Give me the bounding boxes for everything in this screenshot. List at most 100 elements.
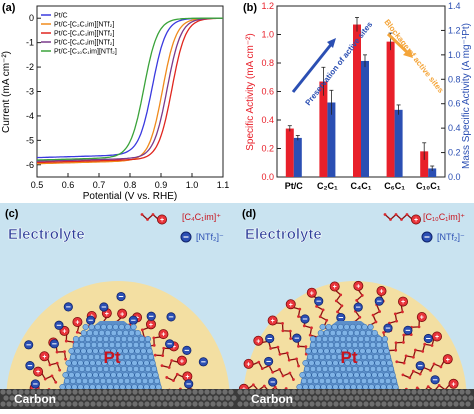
- carbon-atom: [312, 395, 318, 401]
- carbon-atom: [135, 395, 141, 401]
- pt-atom: [101, 383, 108, 391]
- pt-atom: [331, 323, 338, 331]
- pt-atom: [90, 335, 97, 343]
- pt-atom: [116, 371, 123, 379]
- carbon-atom: [330, 395, 336, 401]
- arrow-head-preservation: [327, 38, 336, 48]
- pt-atom: [78, 365, 86, 373]
- carbon-atom: [285, 401, 291, 407]
- carbon-atom: [162, 389, 168, 395]
- pt-atom: [69, 353, 77, 361]
- pt-atom: [106, 323, 113, 331]
- legend-anion-label-c: [NTf₂]⁻: [196, 232, 224, 242]
- bar: [327, 102, 336, 177]
- carbon-atom: [432, 395, 438, 401]
- y-tick-label-right-b: 0.4: [448, 123, 461, 133]
- chain-atom: [161, 354, 165, 357]
- pt-atom: [299, 371, 306, 379]
- carbon-atom: [222, 389, 228, 395]
- chain-atom: [423, 342, 427, 346]
- pt-atom: [318, 377, 326, 385]
- chain-atom: [262, 384, 266, 388]
- carbon-atom: [417, 389, 423, 395]
- pt-atom: [371, 371, 378, 379]
- chain-atom: [64, 357, 67, 361]
- pt-atom: [141, 353, 149, 361]
- pt-atom: [74, 347, 81, 355]
- chain-atom: [297, 344, 300, 348]
- chart-b-annotations: Preservation of active sites Blockage of …: [291, 18, 446, 107]
- carbon-atom: [30, 389, 36, 395]
- schematic-d: + + + + + + + + + + + + + + (d) Electrolyte Pt Carbon…: [237, 203, 474, 409]
- carbon-atom: [429, 401, 435, 407]
- pt-atom: [383, 371, 390, 379]
- pt-atom: [315, 341, 323, 349]
- pt-atom: [147, 353, 155, 361]
- pt-atom: [359, 329, 366, 337]
- ntf2-anion: [198, 357, 208, 367]
- pt-atom: [308, 359, 315, 367]
- pt-atom: [129, 353, 137, 361]
- pt-atom: [311, 371, 318, 379]
- y-tick-label-right-b: 1.2: [448, 25, 461, 35]
- pt-atom: [384, 377, 392, 385]
- pt-atom: [371, 347, 378, 355]
- pt-atom: [87, 353, 95, 361]
- legend-c: + [C₄C₁im]⁺ [NTf₂]⁻: [140, 212, 224, 243]
- alkyl-chain: [40, 372, 57, 383]
- carbon-atom: [285, 389, 291, 395]
- carbon-atom: [390, 395, 396, 401]
- pt-atom: [341, 371, 348, 379]
- panel-c: ++++++++++++++++ (c) Electrolyte Pt Carb…: [0, 203, 237, 409]
- carbon-atom: [90, 401, 96, 407]
- alkyl-chain: [155, 347, 172, 357]
- chain-atom: [140, 328, 144, 332]
- pt-atom: [75, 353, 83, 361]
- chain-atom: [355, 298, 359, 302]
- pt-atom: [305, 347, 312, 355]
- plus-icon: +: [446, 357, 450, 364]
- pt-atom: [360, 353, 368, 361]
- ionic-liquid-cation: +: [165, 371, 193, 383]
- pt-atom: [69, 377, 77, 385]
- legend-label-a: Pt/C: [54, 13, 68, 20]
- pt-atom: [349, 323, 356, 331]
- pt-atom: [132, 341, 140, 349]
- chain-atom: [393, 312, 397, 316]
- carbon-atom: [6, 401, 12, 407]
- carbon-atom: [219, 395, 225, 401]
- ntf2-anion: [184, 379, 194, 389]
- carbon-atom: [387, 389, 393, 395]
- electrolyte-label-c: Electrolyte: [8, 226, 85, 243]
- chain-atom: [152, 343, 156, 347]
- pt-atom: [143, 383, 150, 391]
- carbon-atom: [435, 401, 441, 407]
- pt-atom: [353, 347, 360, 355]
- pt-atom: [149, 359, 156, 367]
- carbon-atom: [399, 401, 405, 407]
- ntf2-anion: [383, 323, 393, 333]
- carbon-atom: [228, 401, 234, 407]
- pt-atom: [143, 359, 150, 367]
- bar: [361, 60, 369, 177]
- pt-atom: [351, 335, 358, 343]
- carbon-atom: [282, 395, 288, 401]
- chain-atom: [304, 345, 308, 349]
- minus-icon: [267, 338, 272, 340]
- carbon-atom: [186, 389, 192, 395]
- chain-atom: [146, 218, 149, 221]
- pt-atom: [84, 365, 92, 373]
- pt-atom: [333, 365, 341, 373]
- chart-b-ylabel-left: Specific Activity (mA cm⁻²): [245, 33, 256, 151]
- pt-atom: [98, 371, 105, 379]
- carbon-atom: [51, 395, 57, 401]
- carbon-atom: [264, 395, 270, 401]
- pt-atom: [147, 377, 155, 385]
- chain-atom: [394, 341, 398, 345]
- carbon-atom: [450, 395, 456, 401]
- carbon-atom: [138, 389, 144, 395]
- pt-atom: [62, 371, 69, 379]
- pt-atom: [74, 371, 81, 379]
- anions-d: [264, 296, 440, 387]
- carbon-atom: [147, 395, 153, 401]
